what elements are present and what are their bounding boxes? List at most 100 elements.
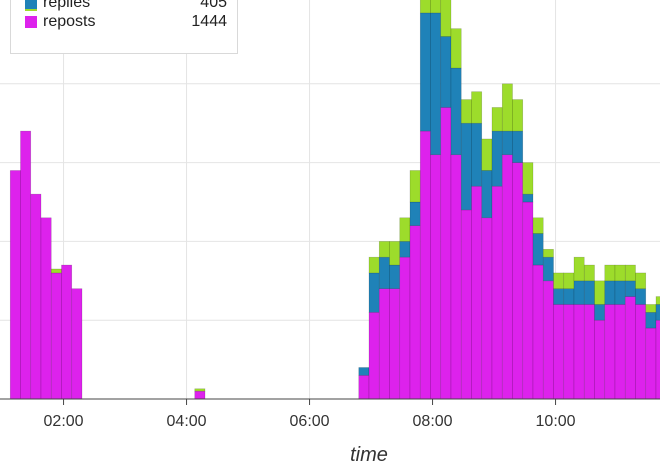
- bar-segment-unlabeled: [583, 264, 595, 282]
- bar-segment-reposts: [645, 327, 657, 400]
- x-tick-label: 08:00: [413, 413, 453, 430]
- bar-segment-replies: [594, 304, 606, 321]
- bar-segment-replies: [604, 280, 616, 305]
- bar-segment-unlabeled: [624, 264, 636, 282]
- bar-segment-reposts: [481, 217, 493, 400]
- bar-segment-unlabeled: [563, 272, 575, 289]
- bar-segment-replies: [655, 304, 660, 321]
- bar-segment-reposts: [430, 154, 442, 400]
- legend-swatch: [25, 15, 37, 28]
- legend-label: reposts: [43, 12, 96, 30]
- bar-segment-reposts: [522, 201, 534, 400]
- bar-segment-unlabeled: [614, 264, 626, 282]
- bar-segment-reposts: [624, 296, 636, 400]
- bar-segment-reposts: [542, 280, 554, 400]
- bar-segment-reposts: [491, 185, 503, 400]
- bar-segment-reposts: [40, 217, 52, 400]
- bar-segment-unlabeled: [573, 256, 585, 282]
- bar-segment-replies: [553, 288, 565, 305]
- x-tick-label: 02:00: [44, 413, 84, 430]
- bar-segment-replies: [481, 170, 493, 219]
- bar-segment-unlabeled: [604, 264, 616, 282]
- bar-segment-reposts: [583, 304, 595, 400]
- bar-segment-unlabeled: [635, 272, 647, 289]
- bar-segment-reposts: [563, 304, 575, 400]
- bar-segment-unlabeled: [491, 107, 503, 132]
- grid-lines: [0, 0, 660, 399]
- bar-segment-unlabeled: [399, 217, 411, 242]
- bar-segment-unlabeled: [501, 83, 513, 132]
- legend-count: 405: [200, 0, 227, 11]
- bar-segment-reposts: [358, 375, 370, 400]
- bar-segment-replies: [440, 36, 452, 108]
- bar-segment-replies: [409, 201, 421, 226]
- bar-segment-reposts: [20, 130, 32, 400]
- bar-segment-unlabeled: [481, 138, 493, 171]
- bar-segment-replies: [378, 256, 390, 289]
- bar-segment-unlabeled: [419, 0, 431, 14]
- x-axis: 02:00 04:00 06:00 08:00 10:00: [0, 398, 660, 430]
- bar-segment-unlabeled: [440, 0, 452, 37]
- bar-segment-reposts: [71, 288, 83, 400]
- bar-segment-replies: [450, 67, 462, 156]
- bar-segment-unlabeled: [645, 304, 657, 313]
- bar-segment-reposts: [450, 154, 462, 400]
- bar-segment-reposts: [594, 319, 606, 400]
- bar-segment-unlabeled: [430, 0, 442, 14]
- bar-segment-replies: [430, 12, 442, 156]
- bar-segment-unlabeled: [389, 241, 401, 266]
- bar-segment-replies: [501, 130, 513, 156]
- bar-stacks: [9, 0, 660, 400]
- x-tick-label: 06:00: [290, 413, 330, 430]
- x-axis-label: time: [350, 444, 388, 466]
- bar-segment-replies: [583, 280, 595, 305]
- bar-segment-reposts: [614, 304, 626, 400]
- bar-segment-reposts: [50, 272, 62, 400]
- bar-segment-replies: [399, 241, 411, 258]
- bar-segment-reposts: [573, 304, 585, 400]
- bar-segment-unlabeled: [594, 280, 606, 305]
- legend-count: 1444: [191, 12, 227, 30]
- bar-segment-replies: [471, 122, 483, 187]
- bar-segment-reposts: [501, 154, 513, 400]
- legend-item: replies 405: [25, 0, 227, 12]
- bar-segment-replies: [645, 312, 657, 329]
- bar-segment-unlabeled: [471, 91, 483, 124]
- bar-segment-replies: [419, 12, 431, 132]
- bar-segment-reposts: [378, 288, 390, 400]
- bar-segment-unlabeled: [542, 248, 554, 258]
- bar-segment-replies: [614, 280, 626, 305]
- bar-segment-unlabeled: [512, 99, 524, 132]
- bar-segment-unlabeled: [368, 256, 380, 274]
- bar-segment-replies: [491, 130, 503, 187]
- bar-segment-reposts: [399, 256, 411, 400]
- bar-segment-unlabeled: [450, 28, 462, 69]
- legend-item: reposts 1444: [25, 12, 227, 31]
- bar-segment-replies: [512, 130, 524, 163]
- bar-segment-reposts: [655, 319, 660, 400]
- bar-segment-unlabeled: [532, 217, 544, 234]
- bar-segment-reposts: [635, 304, 647, 400]
- legend: replies 405 reposts 1444: [10, 0, 238, 54]
- bar-segment-replies: [563, 288, 575, 305]
- bar-segment-replies: [460, 122, 472, 211]
- bar-segment-unlabeled: [553, 272, 565, 289]
- legend-swatch: [25, 0, 37, 9]
- bar-segment-reposts: [9, 170, 21, 400]
- bar-segment-unlabeled: [50, 268, 62, 274]
- x-tick-label: 04:00: [167, 413, 207, 430]
- bar-segment-reposts: [409, 225, 421, 400]
- bar-segment-reposts: [419, 130, 431, 400]
- bar-segment-reposts: [30, 193, 42, 400]
- bar-segment-unlabeled: [409, 170, 421, 203]
- bar-segment-replies: [358, 367, 370, 376]
- bar-segment-unlabeled: [522, 162, 534, 195]
- bar-segment-unlabeled: [460, 99, 472, 124]
- bar-segment-replies: [389, 264, 401, 289]
- bar-segment-unlabeled: [378, 241, 390, 258]
- bar-segment-reposts: [440, 107, 452, 400]
- bar-segment-reposts: [389, 288, 401, 400]
- bar-segment-replies: [542, 256, 554, 282]
- x-tick-label: 10:00: [536, 413, 576, 430]
